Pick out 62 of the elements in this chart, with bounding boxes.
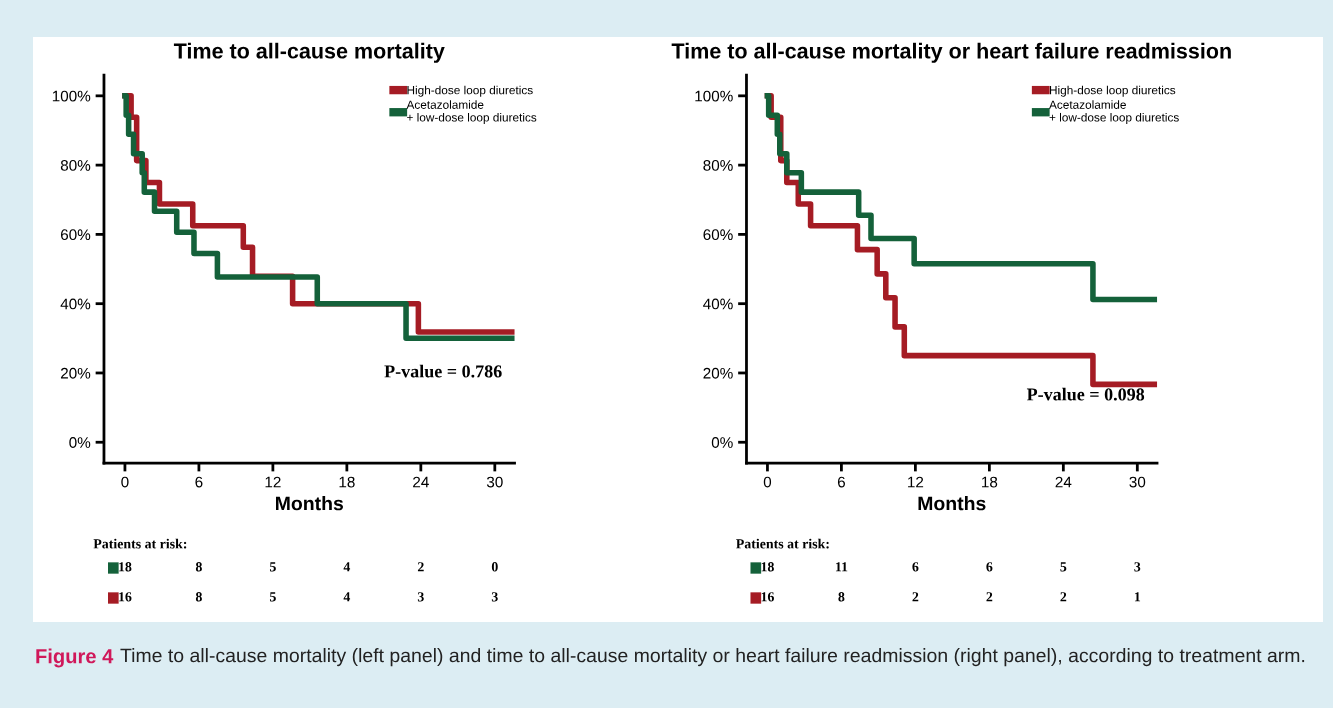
- text: 16: [119, 592, 132, 602]
- text: 8: [195, 592, 202, 602]
- text: 2: [1060, 592, 1067, 602]
- text: 4: [343, 562, 351, 572]
- y-tick-label: 60%: [60, 229, 91, 241]
- y-tick-label: 100%: [695, 90, 733, 102]
- text: Time to all-cause mortality (left panel) and time to all-cause mortality or heart failure readmission (right panel), according to treatment arm.: [120, 648, 1305, 667]
- text: 1: [1134, 592, 1141, 602]
- text: 8: [838, 592, 845, 602]
- text: 0: [491, 562, 498, 572]
- x-tick-label: 18: [339, 476, 355, 488]
- x-tick-label: 6: [837, 476, 845, 488]
- x-axis-title: Months: [918, 496, 986, 511]
- x-tick-label: 30: [1129, 476, 1146, 488]
- text: Patients at risk:: [736, 538, 829, 549]
- text: 16: [761, 592, 774, 602]
- text: 18: [761, 562, 774, 572]
- text: 3: [417, 592, 424, 602]
- text: 4: [343, 592, 351, 602]
- x-tick-label: 30: [486, 476, 503, 488]
- text: 6: [986, 562, 993, 572]
- x-tick-label: 24: [1055, 476, 1072, 488]
- text: 11: [835, 562, 848, 572]
- y-tick-label: 60%: [703, 229, 733, 241]
- legend-label: Acetazolamide + low-dose loop diuretics: [1049, 100, 1179, 124]
- y-tick-label: 20%: [703, 367, 733, 379]
- text: 2: [417, 562, 424, 572]
- chart-title: Time to all-cause mortality or heart failure readmission: [671, 42, 1231, 63]
- text: 2: [912, 592, 919, 602]
- annotation: P-value = 0.786: [384, 364, 502, 378]
- x-tick-label: 6: [195, 476, 203, 488]
- x-tick-label: 0: [121, 476, 129, 488]
- text: 8: [195, 562, 202, 572]
- x-tick-label: 0: [763, 476, 772, 488]
- y-tick-label: 0%: [69, 437, 91, 448]
- text: 3: [491, 592, 498, 602]
- text: 5: [1060, 562, 1067, 572]
- x-tick-label: 12: [908, 476, 924, 488]
- text: Patients at risk:: [93, 538, 187, 549]
- text: 5: [269, 592, 276, 602]
- caption: Figure 4: [36, 648, 114, 668]
- y-tick-label: 40%: [60, 298, 91, 310]
- text: 2: [986, 592, 993, 602]
- legend-label: Acetazolamide + low-dose loop diuretics: [406, 100, 537, 124]
- legend-label: High-dose loop diuretics: [1049, 85, 1176, 97]
- text: 3: [1134, 562, 1141, 572]
- x-tick-label: 24: [413, 476, 429, 488]
- x-tick-label: 18: [982, 476, 998, 488]
- y-tick-label: 20%: [60, 367, 91, 379]
- text: 5: [269, 562, 276, 572]
- x-axis-title: Months: [276, 496, 344, 511]
- text: 6: [912, 562, 919, 572]
- y-tick-label: 40%: [703, 298, 733, 310]
- x-tick-label: 12: [265, 476, 281, 488]
- annotation: P-value = 0.098: [1026, 387, 1145, 401]
- y-tick-label: 80%: [703, 159, 733, 171]
- y-tick-label: 80%: [60, 159, 91, 171]
- text: 18: [119, 562, 132, 572]
- y-tick-label: 0%: [711, 437, 733, 448]
- chart-title: Time to all-cause mortality: [173, 42, 445, 63]
- legend-label: High-dose loop diuretics: [407, 85, 533, 97]
- y-tick-label: 100%: [52, 90, 91, 102]
